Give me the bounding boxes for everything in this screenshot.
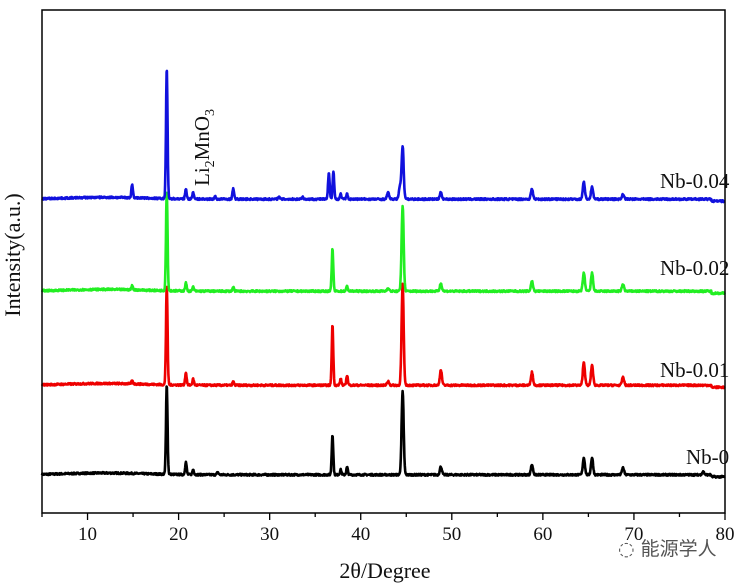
watermark-text: 能源学人 [640, 538, 717, 560]
li2mno3-annotation: Li2MnO3 [190, 109, 218, 186]
x-tick-label: 50 [442, 524, 461, 545]
series-labels: Nb-0 Nb-0.01 Nb-0.02 Nb-0.04 [660, 169, 730, 469]
x-tick-label: 40 [351, 524, 370, 545]
watermark: ◌ 能源学人 [618, 534, 717, 561]
series-line-Nb-0.01 [40, 282, 726, 390]
series-line-Nb-0 [40, 385, 726, 479]
series-line-Nb-0.04 [41, 69, 726, 204]
x-axis-title: 2θ/Degree [339, 558, 430, 583]
series-label: Nb-0.04 [660, 169, 730, 193]
series-label: Nb-0.01 [660, 358, 729, 382]
x-tick-label: 70 [624, 524, 643, 545]
curves [40, 69, 726, 479]
series-label: Nb-0.02 [660, 256, 729, 280]
x-tick-label: 60 [533, 524, 552, 545]
y-axis-title: Intensity(a.u.) [0, 193, 25, 316]
wechat-icon: ◌ [618, 538, 641, 560]
series-line-Nb-0.02 [40, 191, 726, 296]
x-tick-label: 20 [169, 524, 188, 545]
x-ticks: 10 20 30 40 50 60 70 80 [41, 513, 735, 545]
x-tick-label: 30 [260, 524, 279, 545]
series-label: Nb-0 [686, 445, 729, 469]
plot-frame [41, 9, 726, 514]
x-tick-label: 10 [78, 524, 97, 545]
x-tick-label: 80 [716, 524, 735, 545]
